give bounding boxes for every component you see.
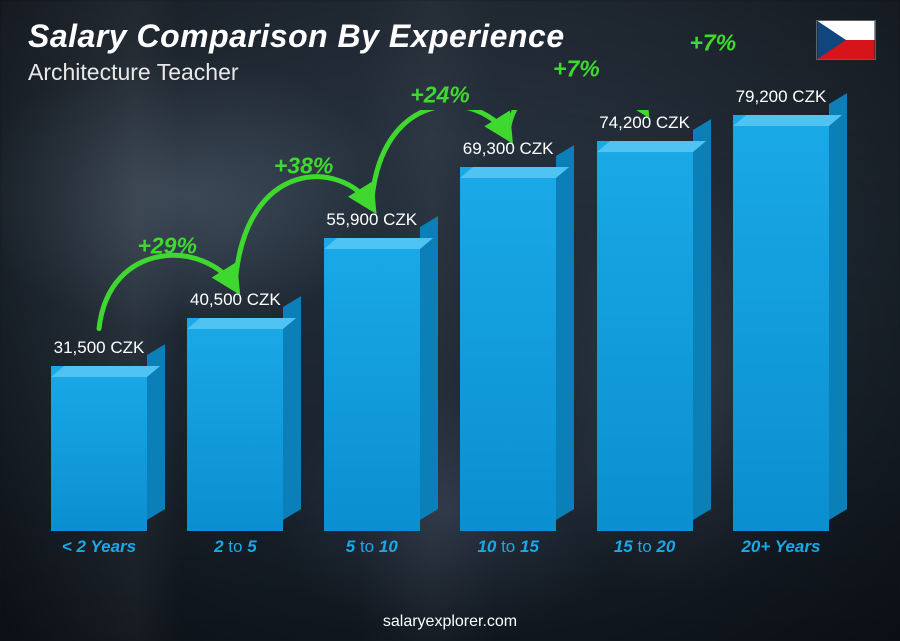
bar: 40,500 CZK (176, 290, 294, 531)
bar: 31,500 CZK (40, 338, 158, 531)
bar-value-label: 40,500 CZK (190, 290, 281, 310)
bar: 55,900 CZK (313, 210, 431, 531)
header: Salary Comparison By Experience Architec… (28, 18, 565, 86)
page-title: Salary Comparison By Experience (28, 18, 565, 55)
bar: 79,200 CZK (722, 87, 840, 531)
flag-icon (816, 20, 876, 60)
bar-shape (460, 167, 556, 531)
x-axis-labels: < 2 Years 2 to 5 5 to 10 10 to 15 15 to 20 20… (40, 537, 840, 571)
bars-container: 31,500 CZK 40,500 CZK 55,900 CZK 69,300 CZK… (40, 111, 840, 531)
x-axis-label: 20+ Years (722, 537, 840, 571)
x-axis-label: 2 to 5 (176, 537, 294, 571)
x-axis-label: 5 to 10 (313, 537, 431, 571)
bar-shape (51, 366, 147, 531)
x-axis-label: 10 to 15 (449, 537, 567, 571)
bar-value-label: 79,200 CZK (736, 87, 827, 107)
bar-shape (324, 238, 420, 531)
footer-credit: salaryexplorer.com (0, 613, 900, 631)
page-subtitle: Architecture Teacher (28, 59, 565, 86)
bar-shape (597, 141, 693, 531)
bar-shape (733, 115, 829, 531)
bar-value-label: 55,900 CZK (326, 210, 417, 230)
bar: 69,300 CZK (449, 139, 567, 531)
bar-chart: 31,500 CZK 40,500 CZK 55,900 CZK 69,300 CZK… (40, 110, 840, 571)
bar-value-label: 69,300 CZK (463, 139, 554, 159)
bar-shape (187, 318, 283, 531)
bar-value-label: 74,200 CZK (599, 113, 690, 133)
bar: 74,200 CZK (586, 113, 704, 531)
x-axis-label: 15 to 20 (586, 537, 704, 571)
x-axis-label: < 2 Years (40, 537, 158, 571)
bar-value-label: 31,500 CZK (54, 338, 145, 358)
